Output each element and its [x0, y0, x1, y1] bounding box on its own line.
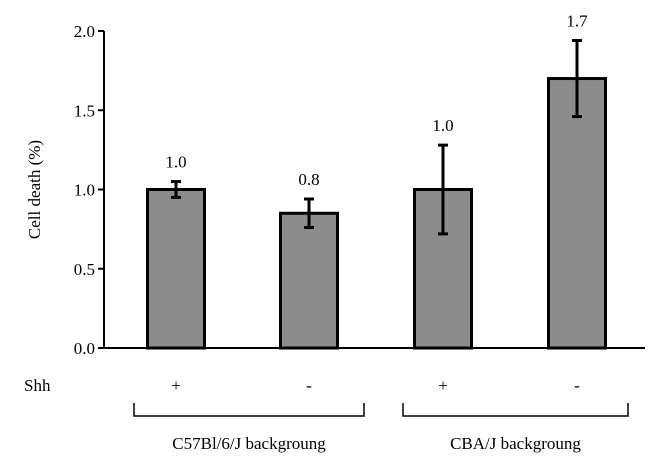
shh-sign-0: + — [171, 376, 181, 395]
shh-sign-2: + — [438, 376, 448, 395]
group-bracket-0 — [133, 403, 365, 417]
y-tick-label-4: 2.0 — [74, 22, 95, 41]
y-tick-label-3: 1.5 — [74, 101, 95, 120]
y-axis-label: Cell death (%) — [25, 140, 44, 239]
data-label-0: 1.0 — [165, 153, 186, 172]
labels: 1.0 +0.8 - 1.0 +1.7 - C57Bl/6/J backgroung CBA/… — [133, 12, 629, 453]
y-tick-label-1: 0.5 — [74, 260, 95, 279]
y-tick-label-2: 1.0 — [74, 181, 95, 200]
data-label-2: 1.0 — [432, 116, 453, 135]
group-bracket-1 — [402, 403, 629, 417]
bar-3 — [547, 77, 607, 350]
bar-2 — [413, 188, 473, 350]
group-label-1: CBA/J backgroung — [450, 434, 581, 453]
bar-0 — [146, 188, 206, 350]
group-label-0: C57Bl/6/J backgroung — [172, 434, 326, 453]
data-label-3: 1.7 — [566, 12, 588, 31]
shh-sign-1: - — [306, 376, 312, 395]
shh-row-label: Shh — [24, 376, 51, 395]
bar-1 — [279, 211, 339, 350]
shh-sign-3: - — [574, 376, 580, 395]
y-tick-label-0: 0.0 — [74, 339, 95, 358]
data-label-1: 0.8 — [298, 170, 319, 189]
bars — [146, 39, 607, 350]
